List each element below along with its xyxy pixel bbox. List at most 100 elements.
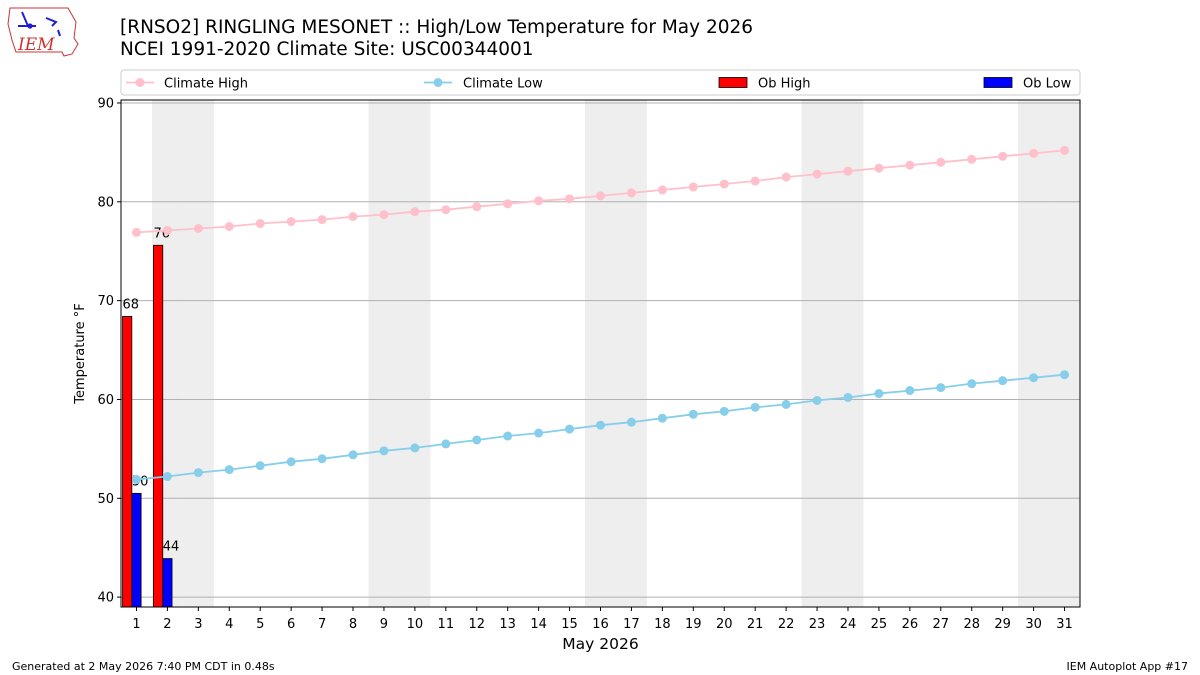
climate-high-point [905, 160, 915, 170]
climate-high-point [750, 176, 760, 186]
climate-high-point [534, 196, 544, 206]
legend-ob-high-label: Ob High [758, 77, 811, 92]
climate-high-point [317, 215, 327, 225]
legend-climate-high-marker [135, 78, 145, 87]
x-tick-label: 6 [287, 617, 295, 632]
climate-high-point [657, 185, 667, 195]
climate-high-point [812, 169, 822, 179]
climate-high-point [224, 222, 234, 232]
x-tick-label: 18 [654, 617, 671, 632]
x-tick-label: 17 [623, 617, 640, 632]
climate-high-point [379, 210, 389, 220]
climate-high-point [843, 166, 853, 176]
climate-low-point [224, 465, 234, 475]
climate-low-point [255, 461, 265, 471]
x-tick-label: 10 [407, 617, 424, 632]
x-tick-label: 13 [499, 617, 516, 632]
x-tick-label: 1 [132, 617, 140, 632]
x-tick-label: 24 [840, 617, 857, 632]
x-tick-label: 27 [933, 617, 950, 632]
x-tick-label: 22 [778, 617, 795, 632]
legend-box [120, 69, 1081, 96]
climate-high-point [998, 151, 1008, 161]
x-tick-label: 28 [963, 617, 980, 632]
climate-low-point [626, 417, 636, 427]
climate-high-point [565, 194, 575, 204]
climate-high-point [503, 199, 513, 209]
climate-low-point [750, 402, 760, 412]
climate-low-point [348, 450, 358, 460]
climate-low-point [781, 399, 791, 409]
x-tick-label: 19 [685, 617, 702, 632]
weekend-band [615, 100, 647, 607]
climate-high-point [255, 219, 265, 229]
weekend-band [1049, 100, 1080, 607]
climate-high-point [441, 205, 451, 215]
climate-low-point [1029, 373, 1039, 383]
ob-low-label: 44 [163, 540, 180, 555]
y-tick-label: 90 [97, 96, 114, 111]
weekend-band [182, 100, 214, 607]
climate-high-point [410, 207, 420, 217]
ob-high-bar [122, 316, 133, 608]
climate-low-point [193, 468, 203, 478]
x-tick-label: 20 [716, 617, 733, 632]
climate-high-point [1029, 148, 1039, 158]
x-tick-label: 31 [1056, 617, 1073, 632]
climate-low-point [410, 443, 420, 453]
climate-low-point [565, 424, 575, 434]
y-tick-label: 80 [97, 195, 114, 210]
climate-low-point [472, 435, 482, 445]
x-tick-label: 23 [809, 617, 826, 632]
climate-low-point [657, 413, 667, 423]
x-tick-label: 4 [225, 617, 233, 632]
x-tick-label: 2 [163, 617, 171, 632]
climate-low-point [688, 409, 698, 419]
climate-high-point [131, 227, 141, 237]
climate-low-point [534, 428, 544, 438]
legend-climate-low-marker [433, 78, 443, 87]
x-tick-label: 16 [592, 617, 609, 632]
chart-title: [RNSO2] RINGLING MESONET :: High/Low Tem… [120, 17, 754, 38]
weekend-band [801, 100, 833, 607]
climate-high-point [936, 157, 946, 167]
climate-low-point [812, 395, 822, 405]
climate-low-point [162, 472, 172, 482]
x-tick-label: 8 [349, 617, 357, 632]
climate-low-point [905, 386, 915, 396]
x-tick-label: 30 [1025, 617, 1042, 632]
climate-low-point [967, 379, 977, 389]
x-tick-label: 14 [530, 617, 547, 632]
climate-high-point [286, 217, 296, 227]
climate-high-point [626, 188, 636, 198]
ob-low-bar [162, 558, 173, 608]
x-tick-label: 21 [747, 617, 764, 632]
climate-low-point [843, 392, 853, 402]
x-tick-label: 11 [438, 617, 455, 632]
weekend-band [1018, 100, 1050, 607]
climate-low-point [596, 420, 605, 430]
y-axis-label: Temperature °F [73, 303, 88, 404]
x-tick-label: 25 [871, 617, 888, 632]
legend-ob-low-label: Ob Low [1023, 77, 1072, 92]
weekend-band [585, 100, 616, 607]
generated-timestamp: Generated at 2 May 2026 7:40 PM CDT in 0… [12, 660, 275, 673]
climate-low-point [317, 454, 327, 464]
climate-low-point [503, 431, 513, 441]
climate-high-point [162, 225, 172, 235]
climate-high-point [967, 154, 977, 164]
climate-high-point [193, 223, 203, 233]
legend-ob-high-swatch [718, 77, 748, 88]
weekend-band [399, 100, 431, 607]
climate-low-point [379, 446, 389, 456]
climate-high-point [348, 212, 358, 222]
y-tick-label: 40 [97, 591, 114, 606]
x-tick-label: 9 [380, 617, 388, 632]
climate-low-point [441, 439, 451, 449]
x-tick-label: 26 [902, 617, 919, 632]
iem-logo: IEM [7, 7, 79, 57]
climate-low-point [131, 475, 141, 485]
y-tick-label: 50 [97, 492, 114, 507]
climate-high-point [1060, 145, 1070, 155]
